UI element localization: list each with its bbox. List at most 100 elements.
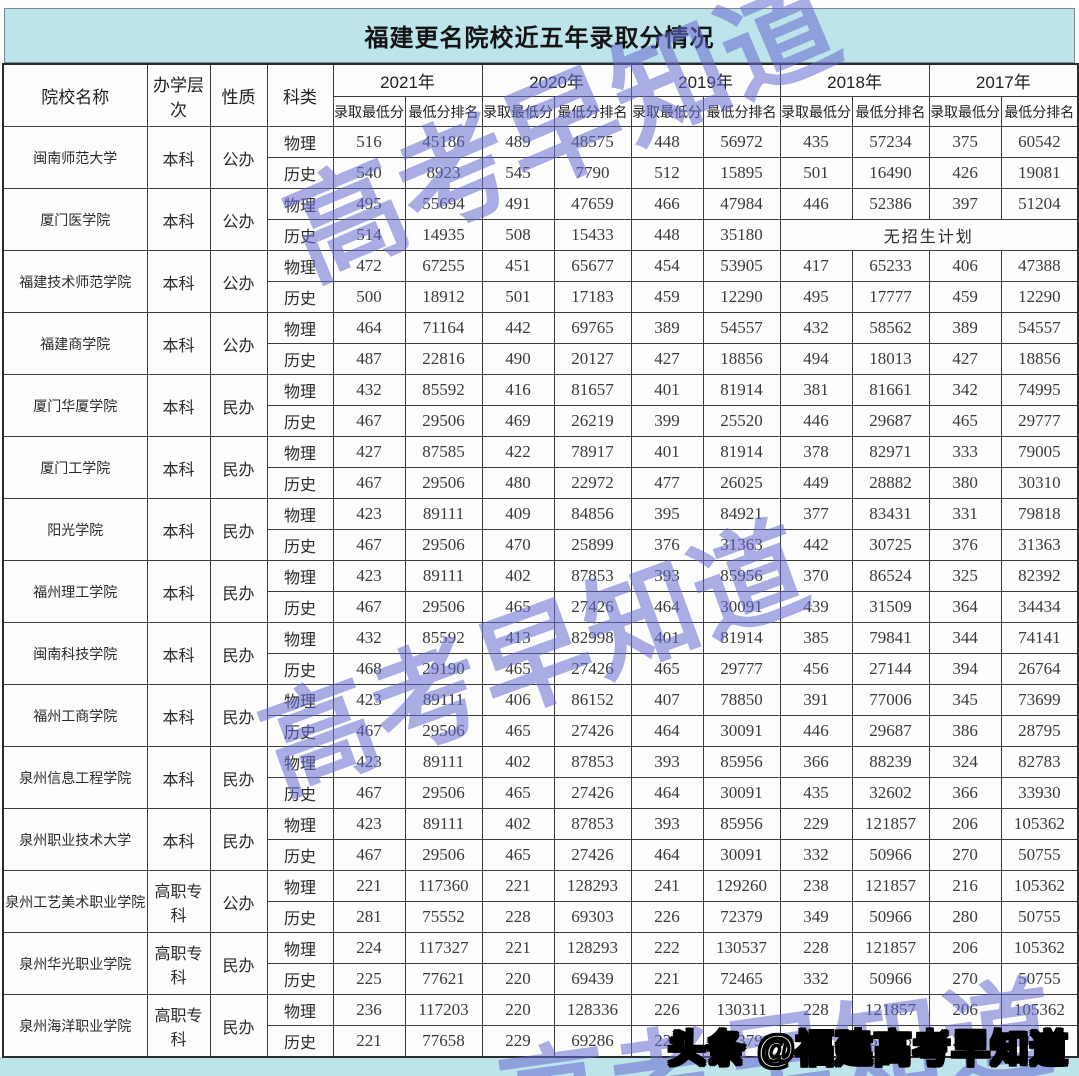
- subject-cell: 历史: [266, 839, 334, 871]
- min-score-cell: 226: [630, 901, 704, 933]
- min-rank-cell: 83431: [851, 498, 930, 530]
- min-score-cell: 468: [332, 653, 406, 685]
- min-rank-cell: 56972: [702, 126, 781, 158]
- min-score-cell: 448: [630, 219, 704, 251]
- min-score-cell: 406: [928, 250, 1002, 282]
- school-name-cell: 闽南科技学院: [2, 622, 148, 685]
- nature-cell: 民办: [209, 684, 268, 747]
- table-row: 厦门工学院 本科 民办 物理 427 87585 422 78917 401 81914 378 82…: [2, 436, 1079, 499]
- school-name-cell: 泉州职业技术大学: [2, 808, 148, 871]
- nature-cell: 公办: [209, 312, 268, 375]
- subject-cell: 历史: [266, 777, 334, 809]
- subject-cell: 物理: [266, 746, 334, 778]
- table-row: 闽南科技学院 本科 民办 物理 432 85592 413 82998 401 81914 385 7…: [2, 622, 1079, 685]
- min-score-cell: 459: [928, 281, 1002, 313]
- min-score-cell: 221: [332, 870, 406, 902]
- subject-cell: 历史: [266, 1025, 334, 1058]
- min-rank-cell: 82392: [1000, 560, 1079, 592]
- min-rank-cell: 121857: [851, 932, 930, 964]
- min-score-cell: 224: [332, 932, 406, 964]
- min-score-cell: 427: [928, 343, 1002, 375]
- min-rank-cell: 58562: [851, 312, 930, 344]
- min-score-cell: 393: [630, 746, 704, 778]
- table-row: 闽南师范大学 本科 公办 物理 516 45186 489 48575 448 56972 435 5…: [2, 126, 1079, 189]
- min-score-cell: 423: [332, 498, 406, 530]
- min-rank-cell: 50966: [851, 901, 930, 933]
- admission-scores-table: 院校名称 办学层次 性质 科类 2021年 2020年 2019年 2018年 …: [2, 63, 1079, 1058]
- min-rank-cell: 74995: [1000, 374, 1079, 406]
- min-score-cell: 454: [630, 250, 704, 282]
- min-rank-cell: 45186: [404, 126, 483, 158]
- header-min-score: 录取最低分: [928, 96, 1002, 127]
- min-rank-cell: 27426: [553, 777, 632, 809]
- min-rank-cell: 117327: [404, 932, 483, 964]
- min-score-cell: 467: [332, 715, 406, 747]
- subject-cell: 历史: [266, 901, 334, 933]
- min-rank-cell: 81914: [702, 622, 781, 654]
- min-score-cell: 427: [332, 436, 406, 468]
- min-score-cell: 270: [928, 1025, 1002, 1058]
- min-score-cell: 222: [630, 932, 704, 964]
- school-name-cell: 泉州华光职业学院: [2, 932, 148, 995]
- min-rank-cell: 73699: [1000, 684, 1079, 716]
- header-min-rank: 最低分排名: [1000, 96, 1079, 127]
- min-rank-cell: 29777: [702, 653, 781, 685]
- min-rank-cell: 27426: [553, 653, 632, 685]
- min-rank-cell: 29687: [851, 715, 930, 747]
- min-rank-cell: 117203: [404, 994, 483, 1026]
- min-rank-cell: 89111: [404, 808, 483, 840]
- min-score-cell: 376: [630, 529, 704, 561]
- min-score-cell: 470: [481, 529, 555, 561]
- min-rank-cell: 87853: [553, 746, 632, 778]
- min-rank-cell: 128293: [553, 870, 632, 902]
- min-score-cell: 395: [630, 498, 704, 530]
- level-cell: 高职专科: [146, 994, 211, 1058]
- subject-cell: 历史: [266, 157, 334, 189]
- level-cell: 本科: [146, 188, 211, 251]
- min-score-cell: 221: [481, 870, 555, 902]
- min-rank-cell: 18856: [702, 343, 781, 375]
- min-score-cell: 467: [332, 529, 406, 561]
- min-score-cell: 465: [481, 715, 555, 747]
- min-score-cell: 225: [332, 963, 406, 995]
- min-score-cell: 206: [928, 994, 1002, 1026]
- min-score-cell: 226: [630, 1025, 704, 1058]
- min-rank-cell: 85956: [702, 808, 781, 840]
- min-score-cell: 332: [779, 963, 853, 995]
- min-score-cell: 206: [928, 932, 1002, 964]
- min-rank-cell: 79818: [1000, 498, 1079, 530]
- min-score-cell: 228: [779, 932, 853, 964]
- nature-cell: 公办: [209, 126, 268, 189]
- min-rank-cell: 89111: [404, 746, 483, 778]
- min-score-cell: 344: [928, 622, 1002, 654]
- subject-cell: 历史: [266, 281, 334, 313]
- min-rank-cell: 22972: [553, 467, 632, 499]
- min-score-cell: 364: [928, 591, 1002, 623]
- min-rank-cell: 17777: [851, 281, 930, 313]
- level-cell: 本科: [146, 560, 211, 623]
- min-score-cell: 465: [481, 777, 555, 809]
- min-score-cell: 402: [481, 808, 555, 840]
- min-rank-cell: 29190: [404, 653, 483, 685]
- min-score-cell: 380: [928, 467, 1002, 499]
- nature-cell: 公办: [209, 250, 268, 313]
- min-rank-cell: 26219: [553, 405, 632, 437]
- min-rank-cell: 85956: [702, 560, 781, 592]
- min-rank-cell: 33930: [1000, 777, 1079, 809]
- subject-cell: 历史: [266, 405, 334, 437]
- subject-cell: 物理: [266, 188, 334, 220]
- min-score-cell: 465: [481, 653, 555, 685]
- table-row: 泉州海洋职业学院 高职专科 民办 物理 236 117203 220 128336 226 130…: [2, 994, 1079, 1058]
- min-score-cell: 487: [332, 343, 406, 375]
- subject-cell: 物理: [266, 932, 334, 964]
- min-score-cell: 221: [332, 1025, 406, 1058]
- min-rank-cell: 69439: [553, 963, 632, 995]
- nature-cell: 民办: [209, 498, 268, 561]
- min-rank-cell: 67255: [404, 250, 483, 282]
- min-rank-cell: 85956: [702, 746, 781, 778]
- min-score-cell: 446: [779, 188, 853, 220]
- min-rank-cell: 30091: [702, 591, 781, 623]
- min-score-cell: 332: [779, 839, 853, 871]
- min-rank-cell: 89111: [404, 498, 483, 530]
- min-rank-cell: 82998: [553, 622, 632, 654]
